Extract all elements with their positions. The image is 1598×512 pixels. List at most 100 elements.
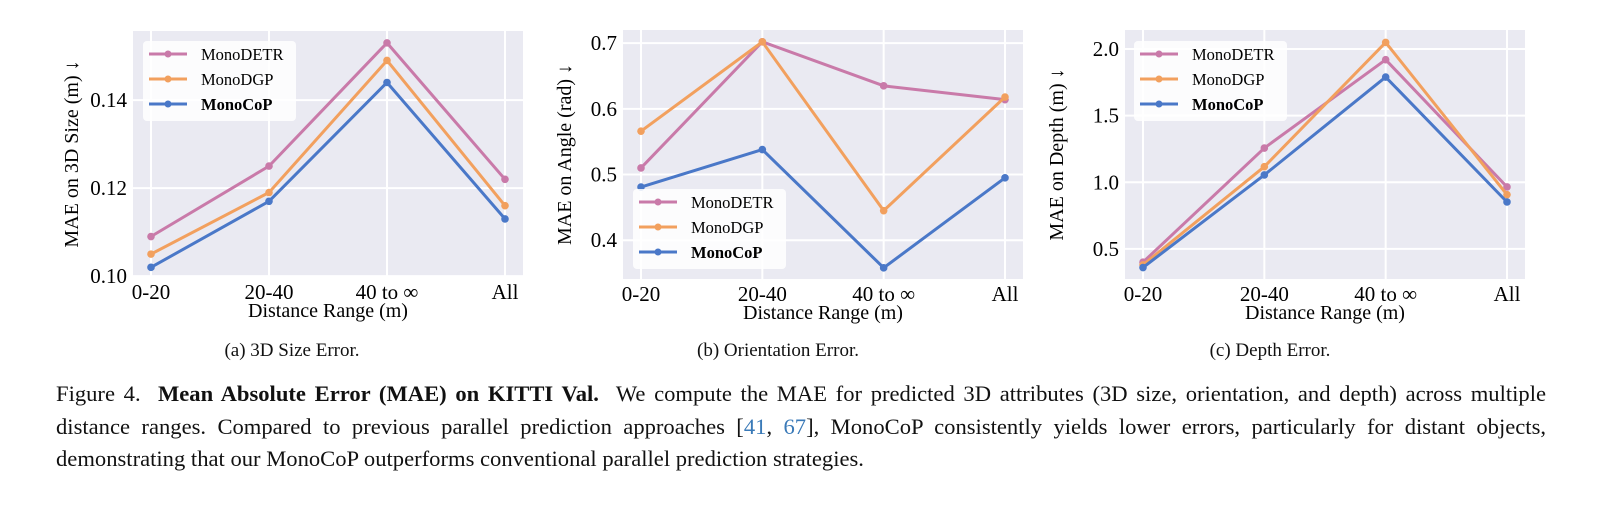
figure-charts: 0.10 0.12 0.14 0-20 20-40 40 to ∞ All Distance …	[61, 30, 1525, 324]
series-line-monodgp	[1142, 40, 1509, 267]
legend-label: MonoDGP	[1192, 70, 1264, 89]
x-axis-label: Distance Range (m)	[1245, 302, 1405, 324]
data-point-monodgp	[1260, 162, 1269, 171]
data-point-monodetr	[501, 175, 509, 184]
legend-label: MonoCoP	[201, 95, 273, 114]
citation-41[interactable]: 41	[743, 413, 767, 439]
subcaption-c: (c) Depth Error.	[1209, 340, 1331, 361]
caption-bold: Mean Absolute Error (MAE) on KITTI Val.	[157, 381, 599, 406]
legend-marker	[1155, 50, 1163, 58]
chart-1: 0.4 0.5 0.6 0.7 0-20 20-40 40 to ∞ All Distance …	[554, 30, 1023, 324]
data-point-monodetr	[1503, 183, 1511, 191]
data-point-monodetr	[147, 232, 155, 241]
legend-label: MonoDETR	[1192, 45, 1275, 64]
x-tick-label: 0-20	[1124, 282, 1163, 306]
legend-label: MonoCoP	[691, 243, 763, 262]
caption-text-1: We compute the MAE for predicted 3D attr…	[56, 381, 1547, 439]
series-line-monocop	[1142, 75, 1509, 269]
data-point-monodetr	[383, 39, 391, 47]
series-line-monodgp	[640, 40, 1007, 213]
legend-label: MonoDETR	[691, 193, 774, 212]
series-line-monodetr	[150, 41, 507, 238]
legend-label: MonoCoP	[1192, 95, 1264, 114]
y-tick-label: 0.4	[591, 228, 618, 252]
data-point-monodetr	[265, 162, 273, 170]
legend: MonoDETR MonoDGP MonoCoP	[633, 189, 786, 269]
legend-marker	[654, 198, 662, 206]
data-point-monodgp	[758, 38, 767, 46]
legend: MonoDETR MonoDGP MonoCoP	[1134, 41, 1287, 121]
data-point-monodgp	[1381, 38, 1390, 47]
data-point-monodetr	[637, 164, 645, 172]
series-line-monodgp	[150, 58, 507, 256]
y-tick-label: 0.5	[1093, 237, 1119, 261]
legend-label: MonoDGP	[201, 70, 273, 89]
legend-marker	[1155, 100, 1163, 108]
legend-marker	[164, 75, 172, 83]
y-tick-label: 0.6	[591, 97, 617, 121]
data-point-monocop	[1260, 171, 1269, 179]
data-point-monodgp	[265, 188, 273, 197]
series-line-monodetr	[639, 40, 1006, 170]
legend-label: MonoDGP	[691, 218, 763, 237]
x-tick-label: 40 to ∞	[356, 280, 419, 304]
y-tick-label: 2.0	[1093, 37, 1119, 61]
x-tick-label: 20-40	[1240, 282, 1289, 306]
data-point-monocop	[637, 183, 645, 191]
data-point-monocop	[758, 145, 767, 154]
x-tick-label: 0-20	[622, 282, 661, 306]
data-point-monocop	[147, 263, 155, 272]
chart-0: 0.10 0.12 0.14 0-20 20-40 40 to ∞ All Distance …	[61, 31, 523, 322]
data-point-monodetr	[1260, 144, 1269, 152]
y-tick-label: 1.0	[1093, 170, 1119, 194]
caption-text-2: ], MonoCoP consistently yields lower err…	[56, 413, 1547, 472]
series-line-monocop	[640, 148, 1006, 270]
legend-box	[633, 189, 786, 269]
legend-marker	[1155, 75, 1163, 83]
data-point-monocop	[1001, 174, 1009, 182]
data-point-monodgp	[383, 56, 391, 65]
data-point-monodetr	[879, 82, 888, 90]
data-point-monodgp	[147, 250, 155, 258]
data-point-monodgp	[1001, 93, 1009, 101]
data-point-monocop	[1139, 263, 1147, 272]
data-point-monocop	[383, 78, 391, 87]
data-point-monocop	[265, 197, 273, 206]
x-tick-label: All	[992, 282, 1019, 306]
y-tick-label: 0.14	[90, 88, 127, 112]
citation-67[interactable]: 67	[783, 413, 807, 439]
subcaption-a: (a) 3D Size Error.	[224, 340, 360, 361]
caption-sep: ,	[766, 413, 784, 439]
data-point-monocop	[1381, 73, 1390, 81]
data-point-monodetr	[1381, 55, 1390, 64]
x-axis-label: Distance Range (m)	[743, 302, 903, 324]
data-point-monodgp	[1503, 190, 1511, 199]
legend-box	[143, 41, 296, 121]
x-tick-label: 20-40	[245, 280, 294, 304]
x-tick-label: 0-20	[132, 280, 171, 304]
y-tick-label: 0.10	[90, 264, 127, 288]
legend-marker	[164, 50, 172, 58]
x-tick-label: 20-40	[738, 282, 787, 306]
data-point-monocop	[501, 215, 509, 223]
caption-label: Figure 4.	[56, 381, 141, 406]
legend-box	[1134, 41, 1287, 121]
x-tick-label: All	[492, 280, 519, 304]
x-tick-label: 40 to ∞	[1354, 282, 1417, 306]
y-axis-label: MAE on Depth (m) ↓	[1046, 68, 1068, 240]
legend: MonoDETR MonoDGP MonoCoP	[143, 41, 296, 121]
subcaption-b: (b) Orientation Error.	[697, 340, 859, 361]
legend-label: MonoDETR	[201, 45, 284, 64]
y-tick-label: 0.12	[90, 176, 127, 200]
y-tick-label: 0.5	[591, 163, 617, 187]
y-tick-label: 1.5	[1093, 104, 1119, 128]
chart-2: 0.5 1.0 1.5 2.0 0-20 20-40 40 to ∞ All Distance …	[1046, 30, 1525, 324]
data-point-monodgp	[879, 206, 888, 215]
y-axis-label: MAE on Angle (rad) ↓	[554, 64, 576, 245]
legend-marker	[164, 100, 172, 108]
x-axis-label: Distance Range (m)	[248, 300, 408, 322]
data-point-monodgp	[637, 127, 645, 135]
data-point-monodgp	[501, 201, 509, 210]
x-tick-label: 40 to ∞	[852, 282, 915, 306]
legend-marker	[654, 248, 662, 256]
